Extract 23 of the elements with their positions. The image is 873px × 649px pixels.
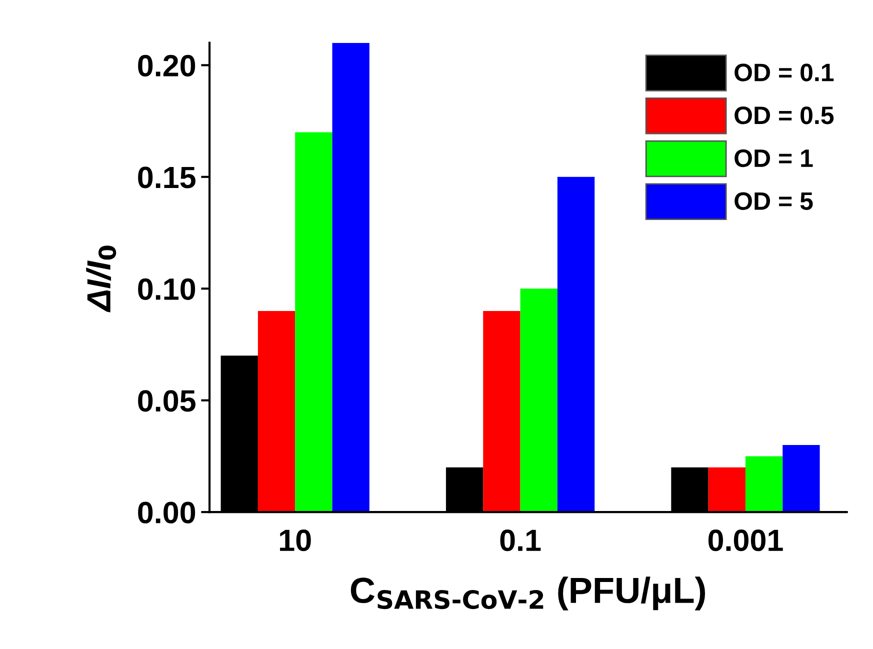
bar [295, 132, 332, 512]
legend-label: OD = 1 [734, 149, 813, 168]
x-tick-label: 10 [280, 530, 311, 552]
bar [557, 176, 595, 512]
legend-label: OD = 0.5 [734, 106, 834, 124]
bar [708, 467, 746, 512]
y-axis-title: ΔI/I$_{0}$ [86, 246, 116, 312]
y-tick-label: 0.20 [138, 54, 196, 77]
x-axis-title: C$_{SARS-CoV-2}$ (PFU/μL) [350, 576, 706, 610]
x-tick-label: 0.001 [708, 530, 783, 552]
y-tick-label: 0.05 [138, 390, 196, 412]
bar [745, 456, 783, 512]
bar [483, 310, 520, 512]
legend-label: OD = 0.1 [734, 64, 834, 82]
y-tick-label: 0.15 [138, 166, 196, 188]
bar [332, 42, 370, 512]
legend-label: OD = 5 [734, 192, 813, 210]
bar [520, 288, 558, 512]
bar [258, 310, 296, 512]
y-tick-label: 0.00 [138, 502, 196, 524]
bar [782, 445, 820, 512]
y-tick-label: 0.10 [138, 278, 196, 300]
x-tick-label: 0.1 [500, 530, 541, 552]
